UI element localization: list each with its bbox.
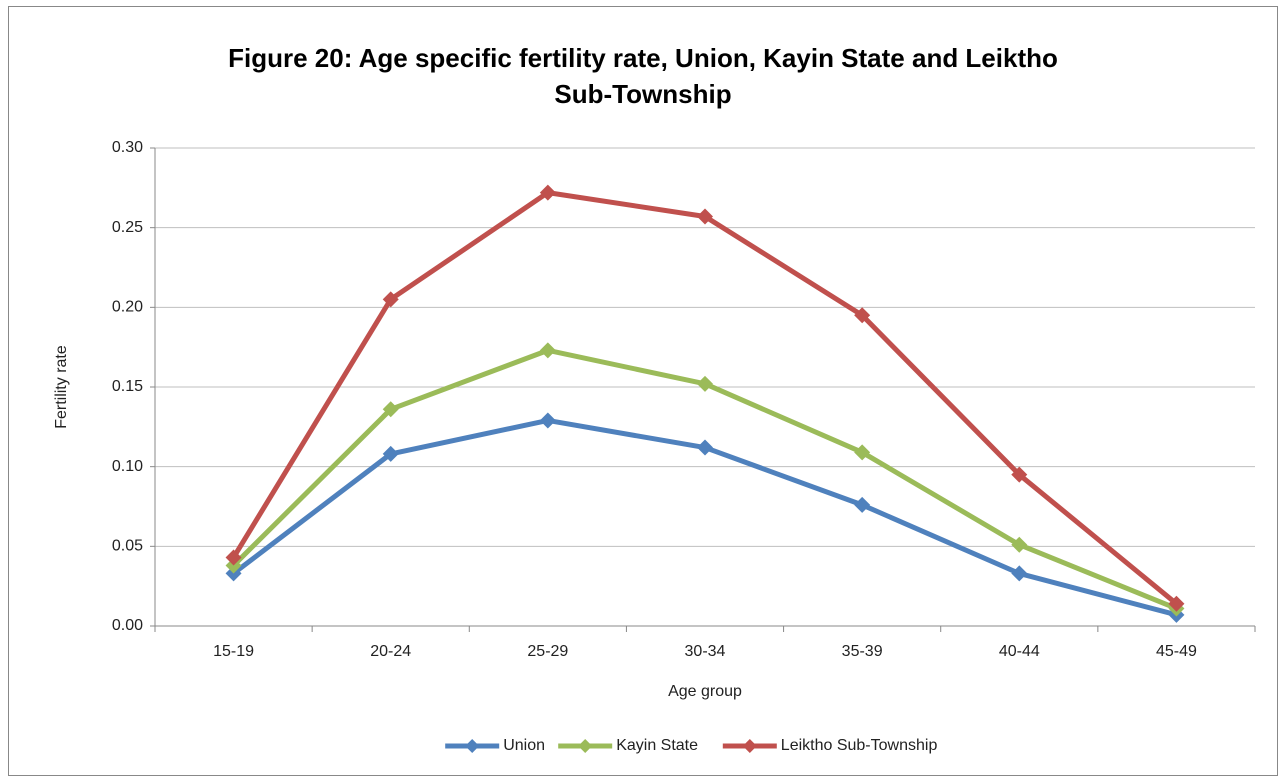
data-point bbox=[1168, 595, 1185, 612]
data-point bbox=[854, 307, 871, 324]
data-point bbox=[697, 439, 713, 456]
x-tick-label: 35-39 bbox=[842, 643, 883, 660]
data-point bbox=[697, 375, 713, 392]
data-point bbox=[1011, 466, 1028, 483]
legend-marker bbox=[742, 739, 757, 753]
legend-label: Kayin State bbox=[616, 737, 698, 754]
y-tick-label: 0.05 bbox=[112, 538, 143, 555]
x-tick-label: 40-44 bbox=[999, 643, 1040, 660]
x-tick-label: 20-24 bbox=[370, 643, 411, 660]
data-point bbox=[697, 208, 713, 225]
series-line bbox=[231, 190, 1179, 606]
data-point bbox=[382, 445, 399, 462]
x-tick-label: 45-49 bbox=[1156, 643, 1197, 660]
data-point bbox=[539, 412, 556, 429]
x-axis-label: Age group bbox=[668, 683, 742, 700]
chart-title: Figure 20: Age specific fertility rate, … bbox=[228, 43, 1058, 109]
data-point bbox=[854, 444, 871, 461]
y-tick-label: 0.15 bbox=[112, 378, 143, 395]
legend-label: Union bbox=[503, 737, 545, 754]
data-point bbox=[539, 342, 556, 359]
chart-border bbox=[8, 6, 1278, 776]
data-point bbox=[854, 496, 871, 513]
data-point bbox=[382, 401, 399, 418]
y-tick-label: 0.10 bbox=[112, 458, 143, 475]
x-tick-label: 15-19 bbox=[213, 643, 254, 660]
legend-label: Leiktho Sub-Township bbox=[781, 737, 938, 754]
data-point bbox=[1011, 565, 1028, 582]
data-point bbox=[382, 291, 399, 308]
y-axis-label: Fertility rate bbox=[53, 345, 70, 429]
x-tick-label: 30-34 bbox=[685, 643, 726, 660]
y-tick-label: 0.20 bbox=[112, 299, 143, 316]
data-point bbox=[1011, 536, 1028, 553]
y-tick-label: 0.25 bbox=[112, 219, 143, 236]
y-tick-label: 0.00 bbox=[112, 617, 143, 634]
x-tick-label: 25-29 bbox=[527, 643, 568, 660]
y-tick-label: 0.30 bbox=[112, 139, 143, 156]
legend-marker bbox=[465, 739, 480, 753]
data-point bbox=[539, 184, 556, 201]
data-point bbox=[225, 549, 242, 566]
legend-marker bbox=[578, 739, 593, 753]
